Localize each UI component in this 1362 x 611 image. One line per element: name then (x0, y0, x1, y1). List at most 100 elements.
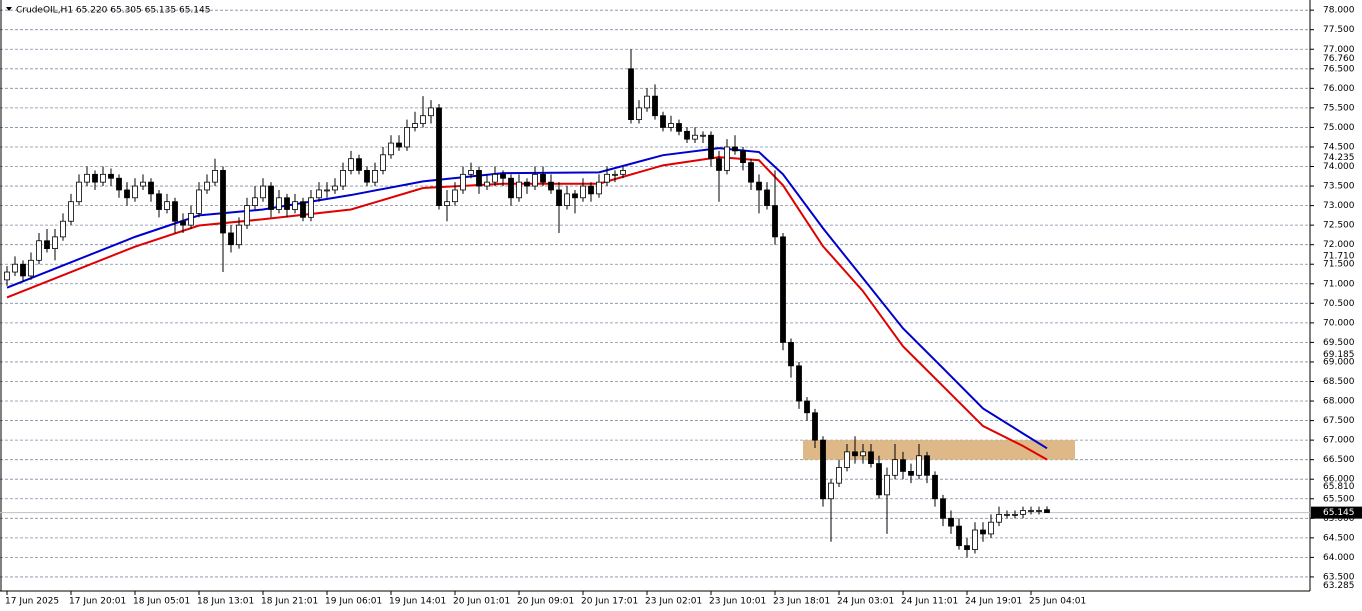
candle-body (628, 68, 634, 121)
candle-body (796, 365, 802, 402)
candle-body (436, 107, 442, 206)
candle-body (420, 115, 426, 124)
level-label: 74.235 (1323, 153, 1355, 163)
candle-body (524, 181, 530, 187)
candle-body (212, 170, 218, 183)
candle-body (996, 513, 1002, 523)
x-tick-label: 19 Jun 14:01 (389, 597, 446, 607)
candle-body (292, 201, 298, 210)
candle-body (756, 181, 762, 191)
y-tick-label: 65.500 (1323, 494, 1355, 504)
y-tick-label: 73.000 (1323, 201, 1355, 211)
candle-body (884, 474, 890, 496)
candle-body (404, 127, 410, 148)
candle-body (348, 158, 354, 171)
candle-body (372, 170, 378, 183)
candle-body (532, 173, 538, 187)
candle-body (1036, 510, 1042, 512)
zone (803, 440, 1075, 460)
candle-body (108, 173, 114, 179)
y-tick-label: 70.500 (1323, 299, 1355, 309)
candle-body (164, 201, 170, 210)
candle-body (660, 115, 666, 128)
x-tick-label: 23 Jun 02:01 (645, 597, 702, 607)
y-tick-label: 69.000 (1323, 357, 1355, 367)
x-tick-label: 18 Jun 13:01 (197, 597, 254, 607)
candle-body (268, 185, 274, 210)
y-tick-label: 76.500 (1323, 64, 1355, 74)
y-tick-label: 75.000 (1323, 123, 1355, 133)
y-tick-label: 78.000 (1323, 6, 1355, 16)
candle-body (500, 173, 506, 179)
candle-body (564, 193, 570, 206)
y-tick-label: 77.500 (1323, 25, 1355, 35)
candle-body (852, 451, 858, 457)
candle-body (428, 107, 434, 117)
candle-body (1044, 509, 1050, 514)
x-tick-label: 19 Jun 06:01 (325, 597, 382, 607)
candle-body (676, 123, 682, 132)
candle-body (940, 498, 946, 519)
candle-body (412, 123, 418, 128)
y-tick-label: 67.500 (1323, 416, 1355, 426)
x-tick-label: 17 Jun 20:01 (69, 597, 126, 607)
candle-body (892, 459, 898, 476)
x-tick-label: 24 Jun 11:01 (901, 597, 958, 607)
candle-body (708, 134, 714, 160)
candle-body (1012, 513, 1018, 516)
y-tick-label: 68.500 (1323, 377, 1355, 387)
candle-body (740, 150, 746, 164)
candle-body (180, 220, 186, 226)
candle-body (668, 123, 674, 128)
candle-body (916, 455, 922, 476)
candle-body (132, 185, 138, 199)
x-tick-label: 18 Jun 21:01 (261, 597, 318, 607)
y-tick-label: 68.000 (1323, 397, 1355, 407)
y-tick-label: 63.500 (1323, 572, 1355, 582)
candle-body (52, 236, 58, 249)
candle-body (692, 134, 698, 140)
x-tick-label: 20 Jun 17:01 (581, 597, 638, 607)
candle-body (364, 170, 370, 183)
candle-body (468, 170, 474, 175)
y-tick-label: 76.000 (1323, 84, 1355, 94)
y-tick-label: 71.500 (1323, 260, 1355, 270)
candle-body (92, 173, 98, 183)
candle-body (484, 181, 490, 187)
candle-body (508, 177, 514, 199)
candle-body (876, 463, 882, 496)
y-tick-label: 69.500 (1323, 338, 1355, 348)
y-tick-label: 66.000 (1323, 475, 1355, 485)
candle-body (276, 197, 282, 210)
candle-body (300, 201, 306, 218)
candle-body (900, 459, 906, 472)
current-price-box (1311, 506, 1362, 519)
x-tick-label: 20 Jun 01:01 (453, 597, 510, 607)
candle-body (492, 173, 498, 183)
candle-body (652, 95, 658, 117)
candle-body (148, 181, 154, 195)
candle-body (68, 201, 74, 222)
y-tick-label: 66.500 (1323, 455, 1355, 465)
candle-body (724, 146, 730, 171)
candle-body (1028, 510, 1034, 512)
candle-body (556, 189, 562, 206)
candle-body (444, 201, 450, 206)
candle-body (396, 142, 402, 148)
y-tick-label: 74.000 (1323, 162, 1355, 172)
candle-body (860, 451, 866, 457)
level-label: 63.285 (1323, 581, 1355, 591)
candle-body (188, 213, 194, 226)
candle-body (972, 529, 978, 550)
candle-body (84, 173, 90, 183)
candle-body (988, 521, 994, 535)
x-tick-label: 24 Jun 19:01 (965, 597, 1022, 607)
candle-body (244, 205, 250, 226)
candle-body (356, 158, 362, 171)
candle-body (332, 185, 338, 191)
level-label: 71.710 (1323, 252, 1355, 262)
candle-body (140, 181, 146, 187)
level-label: 69.185 (1323, 350, 1355, 360)
